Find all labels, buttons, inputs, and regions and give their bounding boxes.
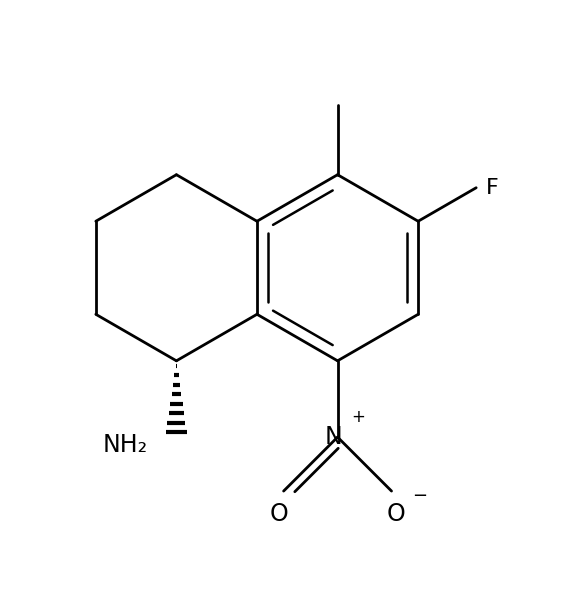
Text: NH₂: NH₂ (102, 433, 148, 457)
Text: N: N (325, 425, 343, 449)
Text: +: + (351, 408, 365, 426)
Text: O: O (387, 502, 406, 526)
Text: O: O (269, 502, 288, 526)
Text: −: − (412, 487, 427, 505)
Text: F: F (486, 178, 498, 198)
